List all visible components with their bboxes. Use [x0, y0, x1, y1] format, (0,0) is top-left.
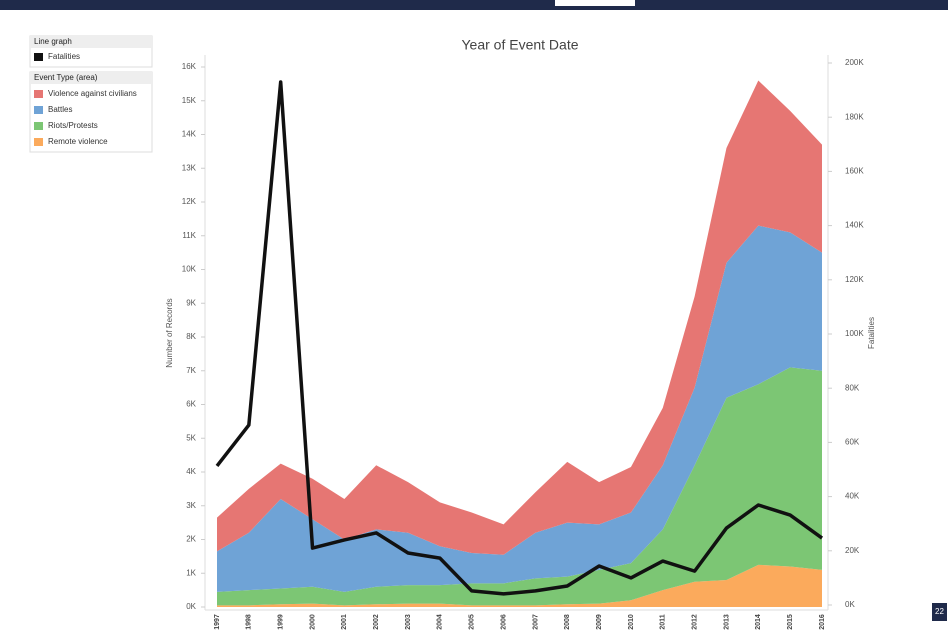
legend-swatch: [34, 138, 43, 146]
y2-tick-label: 160K: [845, 167, 864, 176]
legend-swatch: [34, 106, 43, 114]
banner-tab: [555, 0, 635, 6]
y2-tick-label: 60K: [845, 438, 860, 447]
y2-tick-label: 200K: [845, 58, 864, 67]
x-tick-label: 2007: [532, 614, 539, 630]
x-tick-label: 2009: [596, 614, 603, 630]
legend-label: Violence against civilians: [48, 89, 137, 98]
y-tick-label: 14K: [182, 130, 197, 139]
y-tick-label: 5K: [186, 433, 196, 442]
legend: Line graph Event Type (area): [29, 35, 153, 153]
page-number: 22: [935, 607, 944, 616]
x-tick-label: 2015: [787, 614, 794, 630]
y-tick-label: 11K: [182, 231, 196, 240]
y-axis-label: Number of Records: [165, 298, 174, 367]
y2-tick-label: 120K: [845, 275, 864, 284]
legend-header: [30, 72, 152, 84]
x-tick-label: 2016: [819, 614, 826, 630]
x-tick-label: 2011: [660, 614, 667, 629]
x-tick-label: 2010: [628, 614, 635, 630]
area: [217, 225, 822, 592]
y-tick-label: 0K: [186, 602, 196, 611]
area: [217, 80, 822, 555]
y-tick-label: 10K: [182, 265, 197, 274]
x-tick-label: 2013: [723, 614, 730, 630]
y-tick-label: 12K: [182, 197, 197, 206]
y2-tick-label: 20K: [845, 546, 860, 555]
legend-title: Event Type (area): [34, 73, 98, 82]
y2-tick-label: 80K: [845, 383, 860, 392]
x-tick-label: 2012: [691, 614, 698, 630]
x-tick-label: 2014: [755, 614, 762, 630]
y2-tick-label: 40K: [845, 492, 860, 501]
y2-tick-label: 180K: [845, 112, 864, 121]
top-banner: [0, 0, 948, 10]
x-tick-label: 2005: [469, 614, 476, 630]
x-tick-label: 1997: [214, 614, 221, 630]
legend-header: [30, 36, 152, 48]
legend-box: [29, 71, 153, 153]
y-tick-label: 7K: [186, 366, 196, 375]
legend-label: Fatalities: [48, 52, 80, 61]
x-tick-label: 2003: [405, 614, 412, 630]
legend-label: Battles: [48, 105, 72, 114]
x-tick-label: 1999: [278, 614, 285, 630]
area: [217, 564, 822, 607]
y-tick-label: 16K: [182, 62, 197, 71]
legend-swatch: [34, 122, 43, 130]
chart-title: Year of Event Date: [461, 37, 578, 53]
y2-axis-label: Fatalities: [867, 317, 876, 349]
line: [215, 80, 824, 596]
x-tick-label: 2002: [373, 614, 380, 630]
y-tick-label: 9K: [186, 298, 196, 307]
legend-label: Riots/Protests: [48, 121, 98, 130]
y-tick-label: 2K: [186, 535, 196, 544]
x-tick-label: 2006: [500, 614, 507, 630]
y-tick-label: 3K: [186, 501, 196, 510]
x-tick-label: 2004: [437, 614, 444, 630]
y-tick-label: 4K: [186, 467, 196, 476]
y-tick-label: 6K: [186, 400, 196, 409]
y2-tick-label: 140K: [845, 221, 864, 230]
legend-label: Remote violence: [48, 137, 108, 146]
legend-swatch: [34, 53, 43, 61]
y-tick-label: 1K: [186, 568, 196, 577]
y-tick-label: 13K: [182, 163, 197, 172]
y2-tick-label: 0K: [845, 600, 855, 609]
legend-title: Line graph: [34, 37, 72, 46]
x-tick-label: 1998: [246, 614, 253, 630]
x-tick-label: 2000: [309, 614, 316, 630]
legend-swatch: [34, 90, 43, 98]
x-tick-label: 2001: [341, 614, 348, 630]
y2-tick-label: 100K: [845, 329, 864, 338]
x-tick-label: 2008: [564, 614, 571, 630]
y-tick-label: 8K: [186, 332, 196, 341]
page-number-box: [932, 603, 947, 621]
y-tick-label: 15K: [182, 96, 197, 105]
area: [217, 367, 822, 606]
